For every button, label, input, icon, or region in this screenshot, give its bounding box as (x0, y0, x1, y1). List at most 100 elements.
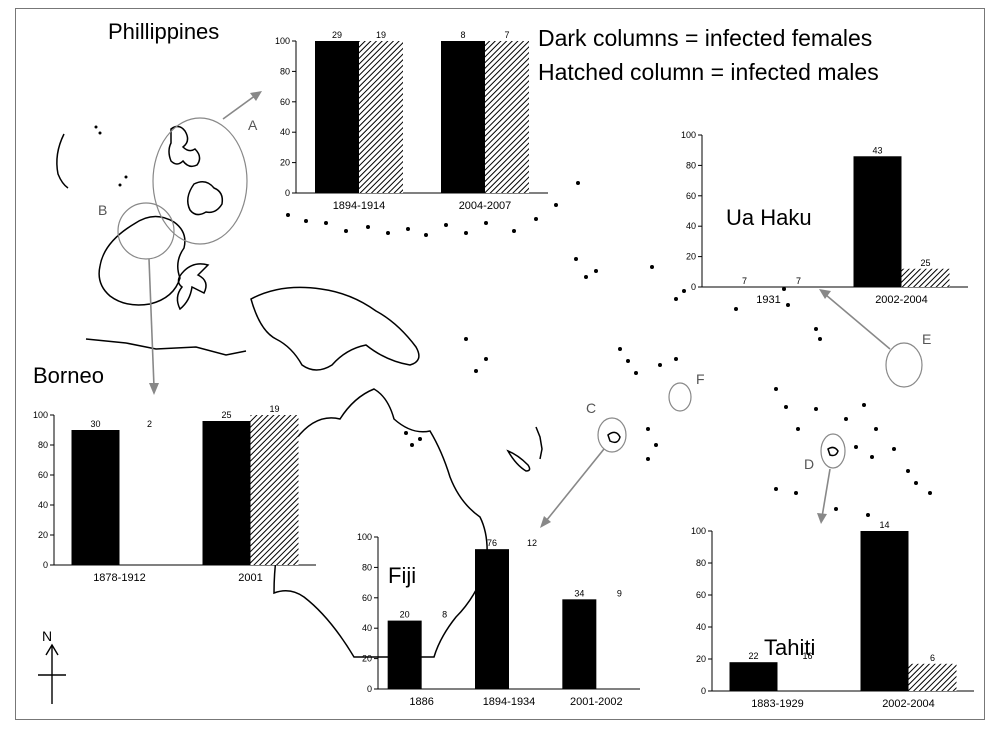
category-label: 2004-2007 (459, 200, 512, 212)
mindanao-landmass (187, 181, 224, 216)
map-letter-a: A (248, 117, 258, 133)
male-count-label: 8 (442, 610, 447, 620)
female-count-label: 14 (879, 520, 889, 530)
chart-ua-haku: 0 20 40 60 80 100 7 7 1931 43 25 2002-2004 (681, 130, 968, 306)
y-tick-label: 80 (362, 562, 372, 572)
male-count-label: 6 (930, 653, 935, 663)
female-bar (315, 41, 359, 193)
fiji-island (607, 431, 621, 444)
compass-letter: N (42, 628, 52, 644)
y-tick-label: 40 (686, 221, 696, 231)
circle-e (885, 342, 923, 388)
male-count-label: 2 (147, 419, 152, 429)
y-tick-label: 0 (285, 188, 290, 198)
female-count-label: 22 (748, 651, 758, 661)
circle-d (820, 433, 846, 469)
y-tick-label: 0 (691, 282, 696, 292)
y-tick-label: 60 (696, 590, 706, 600)
circle-b (117, 202, 175, 260)
y-tick-label: 80 (696, 558, 706, 568)
label-tahiti: Tahiti (764, 635, 816, 660)
y-tick-label: 100 (33, 410, 48, 420)
category-label: 1886 (409, 696, 433, 708)
female-bar (475, 549, 509, 689)
map-letter-f: F (696, 371, 705, 387)
y-tick-label: 20 (38, 530, 48, 540)
chart-tahiti: 0 20 40 60 80 100 22 16 1883-1929 14 6 2002-2004 (691, 520, 974, 710)
category-label: 2002-2004 (875, 294, 928, 306)
chart-borneo: 0 20 40 60 80 100 30 2 1878-1912 25 19 2001 (33, 404, 316, 584)
female-count-label: 76 (487, 538, 497, 548)
y-tick-label: 20 (362, 654, 372, 664)
category-label: 1883-1929 (751, 698, 804, 710)
male-bar (250, 415, 299, 565)
category-label: 2001 (238, 572, 262, 584)
female-bar (729, 662, 778, 691)
male-count-label: 16 (802, 651, 812, 661)
female-count-label: 30 (90, 419, 100, 429)
female-count-label: 29 (332, 30, 342, 40)
chart-phillippines: 0 20 40 60 80 100 29 19 1894-1914 8 7 2004-2007 (275, 30, 548, 212)
category-label: 2001-2002 (570, 696, 623, 708)
borneo-landmass (98, 215, 186, 306)
legend-dark: Dark columns = infected females (538, 25, 873, 51)
male-bar (908, 663, 957, 691)
male-count-label: 19 (269, 404, 279, 414)
y-tick-label: 40 (696, 622, 706, 632)
female-bar (71, 430, 120, 565)
y-tick-label: 20 (686, 252, 696, 262)
female-bar (441, 41, 485, 193)
y-tick-label: 0 (701, 686, 706, 696)
female-count-label: 34 (574, 588, 584, 598)
female-count-label: 8 (460, 30, 465, 40)
female-bar (860, 531, 909, 691)
female-count-label: 43 (872, 145, 882, 155)
female-bar (562, 599, 597, 689)
map-letter-d: D (804, 456, 814, 472)
vanuatu-chain (535, 426, 543, 460)
y-tick-label: 60 (38, 470, 48, 480)
circle-f (668, 382, 692, 412)
tahiti-island (827, 446, 839, 457)
male-count-label: 7 (504, 30, 509, 40)
y-tick-label: 60 (686, 191, 696, 201)
figure-frame: A B C D E F N Dark columns = infected fe… (15, 8, 985, 720)
female-count-label: 20 (400, 610, 410, 620)
female-count-label: 7 (742, 276, 747, 286)
male-count-label: 9 (617, 588, 622, 598)
male-count-label: 12 (527, 538, 537, 548)
y-tick-label: 0 (43, 560, 48, 570)
y-tick-label: 80 (280, 66, 290, 76)
y-tick-label: 40 (280, 127, 290, 137)
male-count-label: 25 (920, 258, 930, 268)
y-tick-label: 20 (280, 158, 290, 168)
category-label: 2002-2004 (882, 698, 935, 710)
category-label: 1931 (756, 294, 780, 306)
y-tick-label: 60 (280, 97, 290, 107)
y-tick-label: 60 (362, 593, 372, 603)
female-count-label: 25 (221, 410, 231, 420)
y-tick-label: 80 (686, 160, 696, 170)
label-borneo: Borneo (33, 363, 104, 388)
y-tick-label: 0 (367, 684, 372, 694)
circle-c (597, 417, 627, 453)
male-count-label: 19 (376, 30, 386, 40)
legend-hatched: Hatched column = infected males (538, 59, 879, 85)
circle-a (152, 117, 248, 245)
male-bar (901, 268, 950, 287)
male-count-label: 7 (796, 276, 801, 286)
y-tick-label: 100 (681, 130, 696, 140)
category-label: 1894-1914 (333, 200, 386, 212)
y-tick-label: 100 (357, 532, 372, 542)
new-guinea-landmass (250, 286, 420, 371)
sumatra-edge (56, 133, 69, 189)
category-label: 1894-1934 (483, 696, 536, 708)
map-letter-b: B (98, 202, 107, 218)
new-caledonia-landmass (506, 449, 531, 472)
label-phillippines: Phillippines (108, 19, 220, 44)
y-tick-label: 20 (696, 654, 706, 664)
chart-fiji: 0 20 40 60 80 100 20 8 1886 76 12 1894-1934 34 9 2001-… (357, 532, 640, 708)
y-tick-label: 100 (691, 526, 706, 536)
female-bar (853, 156, 902, 287)
lesser-sunda-islands (85, 338, 247, 356)
